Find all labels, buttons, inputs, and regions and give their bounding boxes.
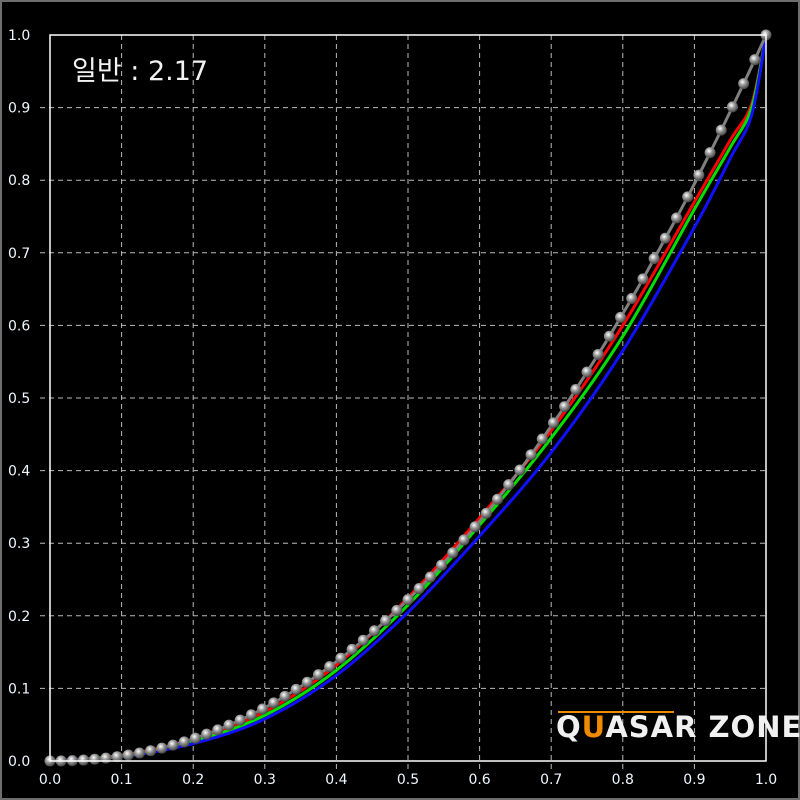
y-tick-label: 0.4 — [8, 464, 30, 480]
x-tick-label: 0.9 — [683, 772, 705, 788]
series-marker — [223, 719, 235, 731]
y-tick-label: 0.1 — [8, 681, 30, 697]
series-marker — [257, 703, 269, 715]
series-marker — [178, 736, 190, 748]
series-marker — [570, 384, 582, 396]
series-marker — [659, 232, 671, 244]
y-tick-label: 0.2 — [8, 609, 30, 625]
x-tick-label: 0.6 — [468, 772, 490, 788]
series-marker — [391, 604, 403, 616]
series-marker — [749, 54, 761, 66]
series-marker — [447, 547, 459, 559]
x-tick-label: 0.5 — [397, 772, 419, 788]
series-marker — [301, 676, 313, 688]
svg-text:QUASAR ZONE: QUASAR ZONE — [556, 710, 800, 744]
series-marker — [738, 78, 750, 90]
series-marker — [536, 433, 548, 445]
x-tick-label: 0.0 — [39, 772, 61, 788]
series-marker — [704, 147, 716, 159]
y-tick-label: 0.5 — [8, 391, 30, 407]
x-tick-label: 0.8 — [612, 772, 634, 788]
grid — [40, 35, 766, 769]
series-marker — [145, 745, 157, 757]
series-marker — [592, 348, 604, 360]
series-marker — [402, 594, 414, 606]
series-marker — [368, 625, 380, 637]
series-marker — [78, 754, 90, 766]
series-marker — [313, 669, 324, 681]
series-marker — [346, 643, 358, 655]
chart-title: 일반 : 2.17 — [72, 56, 208, 87]
series-marker — [480, 507, 492, 519]
series-marker — [436, 559, 448, 571]
x-tick-label: 0.7 — [540, 772, 562, 788]
series-marker — [245, 709, 257, 721]
series-marker — [648, 253, 660, 265]
series-marker — [413, 583, 425, 595]
series-marker — [89, 753, 101, 765]
series-marker — [715, 124, 727, 136]
series-marker — [380, 615, 392, 627]
series-marker — [335, 652, 347, 664]
series-marker — [134, 747, 145, 759]
series-marker — [525, 449, 537, 461]
y-tick-label: 0.0 — [8, 754, 30, 770]
series-marker — [514, 464, 526, 476]
x-tick-label: 0.3 — [254, 772, 276, 788]
series-marker — [469, 521, 481, 533]
series-marker — [324, 661, 336, 673]
series-marker — [559, 401, 571, 413]
series-lines — [44, 29, 772, 767]
y-tick-label: 0.8 — [8, 173, 30, 189]
y-tick-label: 0.7 — [8, 246, 30, 262]
series-marker — [212, 724, 224, 736]
series-marker — [268, 697, 280, 709]
y-tick-label: 0.6 — [8, 318, 30, 334]
x-tick-label: 1.0 — [755, 772, 777, 788]
x-tick-label: 0.4 — [325, 772, 347, 788]
series-marker — [290, 683, 302, 695]
y-tick-label: 0.9 — [8, 101, 30, 117]
y-tick-label: 0.3 — [8, 536, 30, 552]
tick-labels: 0.0 0.1 0.2 0.3 0.4 0.5 0.6 0.7 0.8 0.9 1.0 0.0 0.1 0… — [8, 28, 777, 788]
series-marker — [424, 571, 436, 583]
series-marker — [637, 273, 649, 285]
series-marker — [201, 728, 213, 740]
series-marker — [167, 739, 179, 751]
series-marker — [547, 417, 559, 429]
series-marker — [492, 493, 503, 505]
series-marker — [682, 191, 694, 203]
series-marker — [726, 101, 738, 113]
quasarzone-logo: QUASAR ZONE — [556, 710, 800, 744]
x-tick-label: 0.1 — [110, 772, 132, 788]
series-marker — [156, 742, 168, 754]
series-marker — [189, 732, 201, 744]
series-marker — [234, 714, 246, 726]
plot-border — [49, 34, 767, 762]
series-marker — [357, 634, 369, 646]
series-marker — [503, 479, 515, 491]
series-marker — [122, 749, 134, 761]
series-marker — [626, 293, 638, 305]
series-marker — [581, 366, 593, 378]
series-marker — [615, 311, 627, 323]
series-marker — [671, 212, 682, 224]
series-line — [49, 34, 768, 763]
series-marker — [100, 752, 112, 764]
y-tick-label: 1.0 — [8, 28, 30, 44]
series-marker — [111, 751, 123, 763]
series-marker — [693, 169, 705, 181]
x-tick-label: 0.2 — [182, 772, 204, 788]
series-marker — [603, 330, 615, 342]
series-marker — [458, 534, 470, 546]
series-marker — [279, 690, 291, 702]
